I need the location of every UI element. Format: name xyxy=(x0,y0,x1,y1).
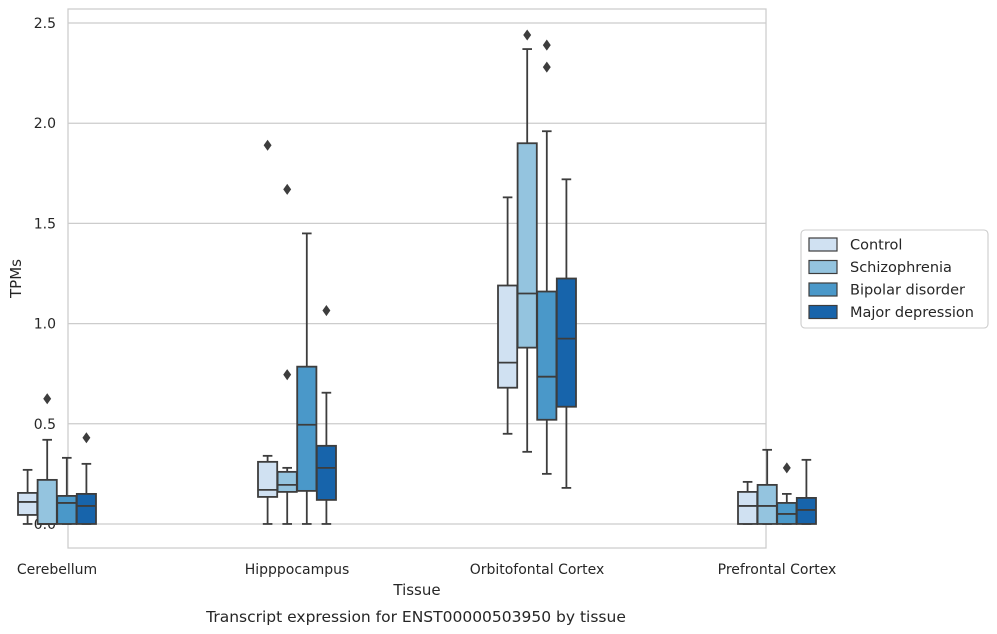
outlier-point xyxy=(82,432,91,444)
box-0-1 xyxy=(36,393,58,525)
box-0-3 xyxy=(75,432,97,525)
iqr-box xyxy=(75,492,97,525)
box-3-0 xyxy=(737,480,759,525)
outlier-point xyxy=(542,61,551,73)
outlier-point xyxy=(43,393,52,405)
iqr-box xyxy=(497,284,519,389)
box-3-3 xyxy=(795,458,817,525)
iqr-box xyxy=(516,142,538,349)
y-tick-label: 2.5 xyxy=(34,16,56,32)
iqr-box xyxy=(276,470,298,493)
iqr-box xyxy=(36,478,58,525)
box-2-0 xyxy=(497,196,519,435)
legend-swatch xyxy=(808,304,838,320)
x-axis-title: Tissue xyxy=(392,581,440,599)
outlier-point xyxy=(322,305,331,317)
box-2-2 xyxy=(536,39,558,475)
legend-label: Schizophrenia xyxy=(850,260,952,276)
y-tick-labels: 0.00.51.01.52.02.5 xyxy=(34,16,56,533)
iqr-box xyxy=(17,491,39,516)
chart-caption: Transcript expression for ENST0000050395… xyxy=(205,608,626,626)
outlier-point xyxy=(283,369,292,381)
x-tick-label: Hipppocampus xyxy=(245,562,350,578)
x-tick-label: Orbitofontal Cortex xyxy=(470,562,605,578)
iqr-box xyxy=(56,495,78,525)
iqr-box xyxy=(536,290,558,421)
y-tick-label: 0.5 xyxy=(34,417,56,433)
outlier-point xyxy=(263,139,272,151)
box-1-0 xyxy=(257,139,279,525)
iqr-box xyxy=(257,460,279,498)
outlier-point xyxy=(523,29,532,41)
box-layer xyxy=(17,29,817,525)
iqr-box xyxy=(737,490,759,525)
x-tick-label: Cerebellum xyxy=(17,562,97,578)
x-tick-label: Prefrontal Cortex xyxy=(718,562,837,578)
box-1-1 xyxy=(276,183,298,525)
box-0-2 xyxy=(56,456,78,525)
box-3-1 xyxy=(756,448,778,525)
y-tick-label: 1.5 xyxy=(34,216,56,232)
legend-label: Control xyxy=(850,238,902,254)
box-2-1 xyxy=(516,29,538,453)
box-1-3 xyxy=(315,305,337,525)
box-1-2 xyxy=(296,232,318,525)
y-tick-label: 2.0 xyxy=(34,116,56,132)
grid-layer xyxy=(68,22,766,525)
x-tick-labels: Cerebellum Hipppocampus Orbitofontal Corte… xyxy=(17,562,836,578)
iqr-box xyxy=(315,444,337,501)
y-axis-title: TPMs xyxy=(7,259,25,299)
legend-swatch xyxy=(808,259,838,275)
box-3-2 xyxy=(776,462,798,525)
y-tick-label: 1.0 xyxy=(34,317,56,333)
legend-swatch xyxy=(808,237,838,252)
plot-frame xyxy=(67,8,767,549)
box-0-0 xyxy=(17,468,39,525)
outlier-point xyxy=(782,462,791,474)
box-2-3 xyxy=(555,178,577,489)
iqr-box xyxy=(795,497,817,525)
legend-label: Bipolar disorder xyxy=(850,283,965,299)
legend-frame xyxy=(800,229,989,329)
legend-swatch xyxy=(808,282,838,297)
legend: Control Schizophrenia Bipolar disorder Majo… xyxy=(800,229,989,329)
iqr-box xyxy=(555,277,577,408)
iqr-box xyxy=(756,483,778,525)
outlier-point xyxy=(542,39,551,51)
outlier-point xyxy=(283,183,292,195)
iqr-box xyxy=(296,365,318,492)
legend-label: Major depression xyxy=(850,305,974,321)
